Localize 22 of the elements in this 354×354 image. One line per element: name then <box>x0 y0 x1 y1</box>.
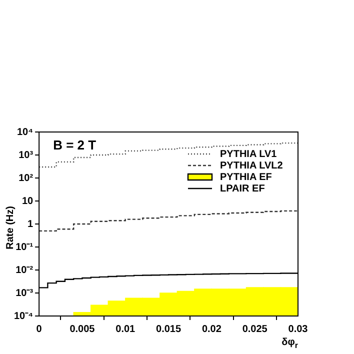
legend-label: PYTHIA EF <box>220 172 272 183</box>
y-tick-label: 10⁻⁴ <box>14 310 34 322</box>
legend-label: PYTHIA LVL2 <box>220 160 284 172</box>
legend-label: PYTHIA LV1 <box>220 148 278 160</box>
x-tick-label: 0.005 <box>70 324 96 335</box>
y-tick-label: 10 <box>22 196 34 207</box>
y-tick-label: 1 <box>28 218 34 230</box>
x-tick-label: 0.02 <box>202 324 222 335</box>
y-tick-label: 10² <box>18 172 34 184</box>
x-tick-label: 0.015 <box>156 324 182 335</box>
x-tick-label: 0.025 <box>242 324 268 335</box>
y-axis-title: Rate (Hz) <box>4 206 16 250</box>
x-tick-label: 0 <box>36 324 42 335</box>
legend-label: LPAIR EF <box>220 183 265 194</box>
annotation: B = 2 T <box>53 138 96 153</box>
y-tick-label: 10⁻² <box>16 264 34 276</box>
y-tick-label: 10⁻³ <box>16 288 34 299</box>
x-tick-label: 0.03 <box>288 324 308 335</box>
x-tick-label: 0.01 <box>116 324 136 335</box>
y-tick-label: 10⁴ <box>16 126 34 138</box>
y-tick-label: 10³ <box>18 150 34 161</box>
y-tick-label: 10⁻¹ <box>16 242 34 253</box>
